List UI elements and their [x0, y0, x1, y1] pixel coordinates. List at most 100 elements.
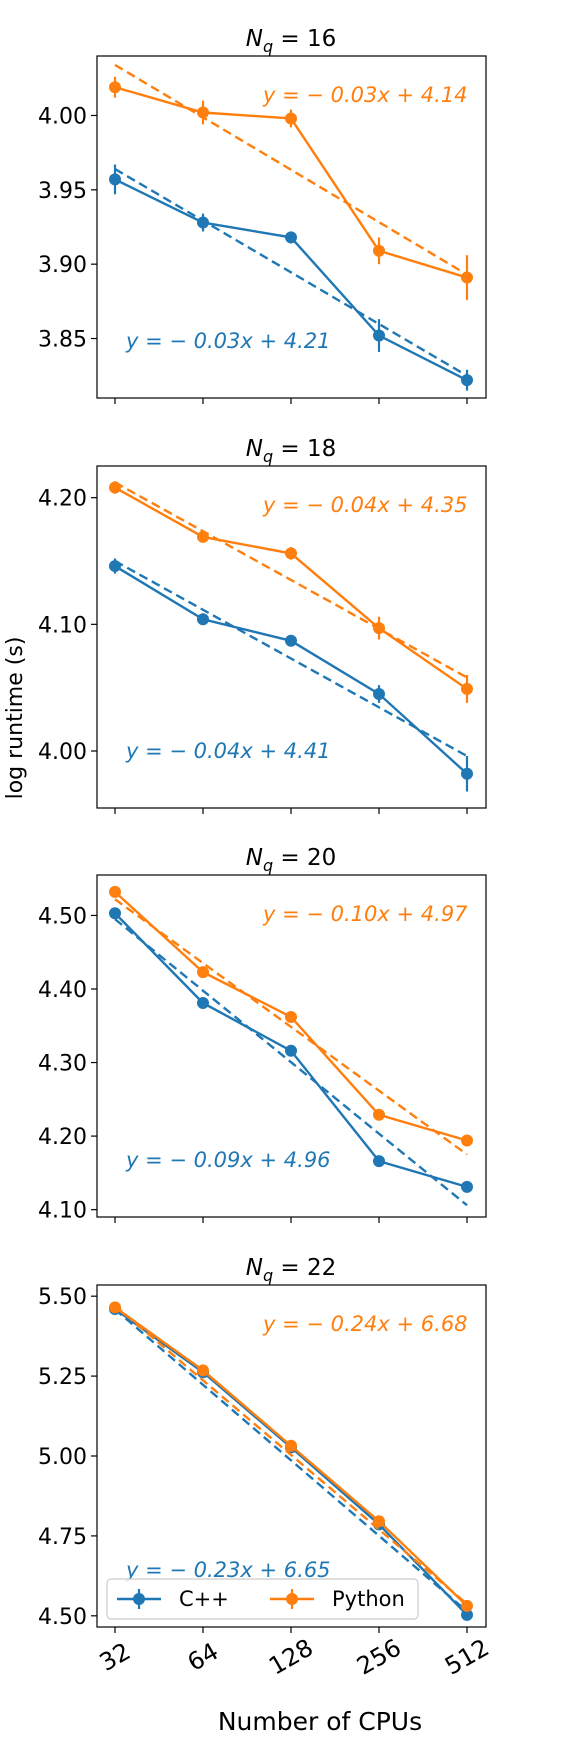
- panel-title: Nq = 16: [246, 26, 337, 56]
- data-point: [461, 682, 473, 695]
- data-point: [109, 560, 121, 573]
- data-point: [461, 1599, 473, 1612]
- y-tick-label: 4.10: [38, 1199, 87, 1224]
- panel-title: Nq = 22: [246, 1255, 337, 1285]
- fit-line-python: [114, 1304, 468, 1605]
- fit-line-python: [114, 898, 468, 1156]
- data-point: [461, 374, 473, 387]
- data-point: [461, 767, 473, 780]
- y-tick-label: 4.00: [38, 104, 87, 129]
- title-value: = 20: [273, 845, 336, 871]
- data-point: [109, 481, 121, 494]
- y-tick-label: 3.85: [38, 328, 87, 353]
- data-point: [285, 1439, 297, 1452]
- y-tick-label: 4.40: [38, 978, 87, 1003]
- data-point: [109, 81, 121, 94]
- title-variable: N: [246, 845, 263, 871]
- y-tick-label: 4.50: [38, 1605, 87, 1630]
- data-point: [197, 530, 209, 543]
- fit-line-cpp: [114, 918, 468, 1207]
- data-point: [109, 1301, 121, 1314]
- data-point: [285, 547, 297, 560]
- data-point: [373, 1108, 385, 1121]
- y-tick-label: 3.95: [38, 179, 87, 204]
- data-point: [285, 1010, 297, 1023]
- y-tick-label: 4.20: [38, 487, 87, 512]
- y-tick-label: 4.30: [38, 1052, 87, 1077]
- title-variable: N: [246, 1255, 263, 1281]
- title-variable: N: [246, 26, 263, 52]
- x-tick-label: 32: [95, 1637, 135, 1677]
- fit-equation-cpp: y = − 0.23x + 6.65: [125, 1558, 331, 1582]
- fit-line-python: [114, 481, 468, 679]
- data-point: [373, 1515, 385, 1528]
- y-tick-label: 4.75: [38, 1525, 87, 1550]
- data-point: [373, 1155, 385, 1168]
- x-tick-label: 256: [352, 1633, 406, 1680]
- y-tick-label: 5.50: [38, 1285, 87, 1310]
- x-tick-label: 64: [183, 1637, 223, 1677]
- fit-equation-cpp: y = − 0.04x + 4.41: [125, 739, 331, 763]
- data-point: [373, 688, 385, 700]
- data-point: [373, 244, 385, 257]
- y-tick-label: 4.10: [38, 613, 87, 638]
- data-point: [109, 885, 121, 898]
- title-value: = 18: [273, 436, 336, 462]
- y-tick-label: 4.50: [38, 904, 87, 929]
- title-subscript: q: [263, 447, 273, 466]
- y-tick-label: 4.20: [38, 1125, 87, 1150]
- title-subscript: q: [263, 1266, 273, 1285]
- fit-equation-python: y = − 0.04x + 4.35: [262, 493, 468, 517]
- legend-label: Python: [332, 1587, 405, 1611]
- y-axis-label: log runtime (s): [3, 637, 28, 800]
- data-point: [197, 1364, 209, 1377]
- chart-panel-2: Nq = 18 4.00 4.10 4.20 y = − 0.04x + 4.41 y =…: [38, 436, 487, 814]
- data-point: [461, 1134, 473, 1147]
- data-point: [197, 216, 209, 229]
- legend-marker: [133, 1593, 145, 1605]
- data-point: [461, 1180, 473, 1193]
- data-point: [197, 106, 209, 119]
- data-point: [285, 112, 297, 125]
- data-point: [461, 271, 473, 284]
- chart-panel-1: Nq = 16 3.85 3.90 3.95 4.00 y = − 0.03x + 4.2…: [38, 26, 487, 404]
- data-point: [285, 1044, 297, 1057]
- title-value: = 16: [273, 26, 336, 52]
- y-tick-label: 5.00: [38, 1445, 87, 1470]
- x-tick-label: 128: [264, 1633, 318, 1680]
- data-point: [197, 966, 209, 979]
- x-tick-label: 512: [440, 1633, 494, 1680]
- data-point: [373, 329, 385, 342]
- data-point: [197, 613, 209, 626]
- legend-marker: [286, 1593, 298, 1605]
- fit-equation-python: y = − 0.24x + 6.68: [262, 1312, 468, 1336]
- panel-title: Nq = 20: [246, 845, 337, 875]
- y-tick-label: 3.90: [38, 253, 87, 278]
- legend-box: [106, 1578, 419, 1620]
- title-value: = 22: [273, 1255, 336, 1281]
- legend: C++ Python: [106, 1578, 419, 1620]
- fit-line-python: [114, 63, 468, 276]
- fit-equation-python: y = − 0.03x + 4.14: [262, 83, 468, 107]
- fit-equation-cpp: y = − 0.09x + 4.96: [125, 1148, 331, 1172]
- chart-panel-4: Nq = 22 4.50 4.75 5.00 5.25 5.50 32 64 128 256 512…: [38, 1255, 494, 1681]
- legend-label: C++: [179, 1587, 229, 1611]
- y-tick-label: 5.25: [38, 1365, 87, 1390]
- data-point: [461, 1608, 473, 1621]
- title-subscript: q: [263, 856, 273, 875]
- data-point: [109, 173, 121, 186]
- fit-line-cpp: [114, 167, 468, 377]
- chart-panels: Nq = 16 3.85 3.90 3.95 4.00 y = − 0.03x + 4.2…: [38, 26, 494, 1681]
- fit-equation-cpp: y = − 0.03x + 4.21: [125, 329, 331, 353]
- data-point: [285, 231, 297, 244]
- data-point: [373, 622, 385, 635]
- chart-panel-3: Nq = 20 4.10 4.20 4.30 4.40 4.50 y = − 0.09x +…: [38, 845, 487, 1224]
- x-axis-label: Number of CPUs: [218, 1707, 422, 1736]
- fit-line-cpp: [114, 559, 468, 758]
- panel-title: Nq = 18: [246, 436, 337, 466]
- data-point: [197, 996, 209, 1009]
- fit-equation-python: y = − 0.10x + 4.97: [262, 902, 468, 926]
- data-point: [285, 634, 297, 647]
- title-subscript: q: [263, 37, 273, 56]
